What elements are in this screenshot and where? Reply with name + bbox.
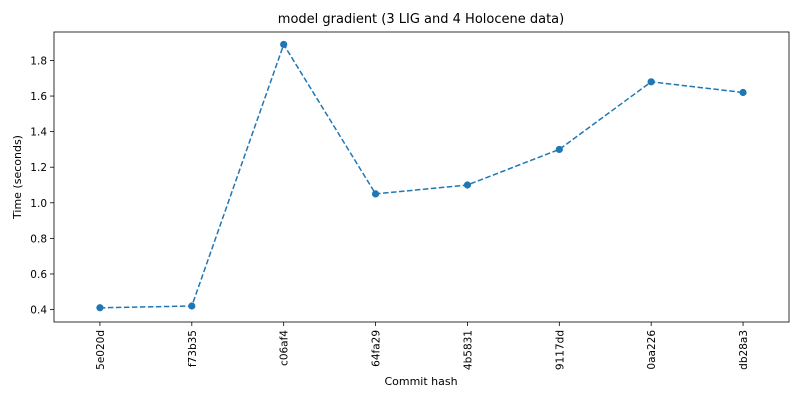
data-point bbox=[739, 88, 747, 97]
x-axis-label: Commit hash bbox=[384, 375, 457, 388]
data-point bbox=[188, 302, 196, 310]
y-axis-label: Time (seconds) bbox=[11, 135, 24, 220]
x-tick-label: f73b35 bbox=[187, 330, 199, 367]
x-tick-label: 9117dd bbox=[554, 330, 566, 370]
y-tick-label: 0.4 bbox=[30, 305, 47, 317]
chart-title: model gradient (3 LIG and 4 Holocene dat… bbox=[278, 12, 564, 27]
x-tick-label: 0aa226 bbox=[646, 330, 658, 370]
y-tick-label: 0.8 bbox=[30, 233, 47, 245]
y-tick-label: 1.2 bbox=[30, 162, 47, 174]
y-tick-label: 1.8 bbox=[30, 55, 47, 67]
data-point bbox=[555, 145, 563, 154]
series bbox=[96, 40, 747, 312]
x-tick-label: 4b5831 bbox=[462, 330, 474, 370]
plot-frame bbox=[53, 31, 790, 323]
y-tick-label: 1.6 bbox=[30, 91, 47, 103]
plot-area bbox=[53, 31, 790, 323]
x-tick-label: 5e020d bbox=[95, 330, 107, 370]
y-tick-label: 0.6 bbox=[30, 269, 47, 281]
series-line bbox=[99, 42, 744, 309]
x-tick-label: c06af4 bbox=[279, 330, 291, 366]
data-point bbox=[96, 304, 104, 312]
x-tick-label: db28a3 bbox=[738, 330, 750, 370]
data-point bbox=[280, 40, 288, 49]
data-point bbox=[647, 78, 655, 86]
y-axis: 0.4 0.6 0.8 1.0 1.2 1.4 1.6 1.8 bbox=[30, 55, 54, 317]
x-axis: 5e020d f73b35 c06af4 64fa29 4b5831 9117dd 0aa2… bbox=[95, 322, 750, 370]
x-tick-label: 64fa29 bbox=[371, 330, 383, 367]
data-point bbox=[463, 181, 472, 189]
y-tick-label: 1.0 bbox=[30, 198, 47, 210]
y-tick-label: 1.4 bbox=[30, 127, 47, 139]
data-point bbox=[371, 190, 380, 198]
